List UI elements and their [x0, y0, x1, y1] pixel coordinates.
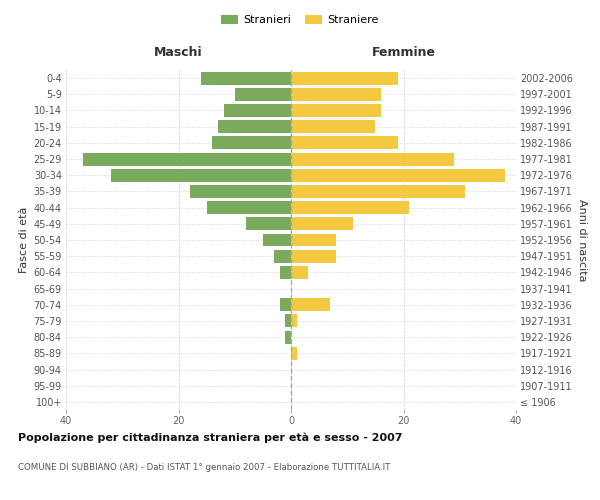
Bar [291, 72, 398, 85]
Bar [286, 314, 291, 328]
Bar [291, 266, 308, 279]
Bar [291, 234, 336, 246]
Bar [223, 104, 291, 117]
Bar [291, 88, 381, 101]
Y-axis label: Anni di nascita: Anni di nascita [577, 198, 587, 281]
Bar [280, 266, 291, 279]
Bar [291, 218, 353, 230]
Bar [263, 234, 291, 246]
Bar [291, 120, 376, 133]
Bar [291, 152, 454, 166]
Bar [246, 218, 291, 230]
Text: Maschi: Maschi [154, 46, 203, 59]
Bar [206, 201, 291, 214]
Bar [274, 250, 291, 262]
Bar [190, 185, 291, 198]
Text: Popolazione per cittadinanza straniera per età e sesso - 2007: Popolazione per cittadinanza straniera p… [18, 432, 403, 443]
Bar [291, 185, 466, 198]
Bar [291, 136, 398, 149]
Bar [212, 136, 291, 149]
Bar [291, 201, 409, 214]
Bar [291, 298, 331, 311]
Y-axis label: Fasce di età: Fasce di età [19, 207, 29, 273]
Bar [286, 330, 291, 344]
Text: Femmine: Femmine [371, 46, 436, 59]
Bar [291, 169, 505, 181]
Bar [291, 250, 336, 262]
Bar [111, 169, 291, 181]
Bar [291, 104, 381, 117]
Bar [201, 72, 291, 85]
Legend: Stranieri, Straniere: Stranieri, Straniere [217, 10, 383, 30]
Bar [235, 88, 291, 101]
Bar [291, 314, 296, 328]
Bar [280, 298, 291, 311]
Bar [291, 347, 296, 360]
Text: COMUNE DI SUBBIANO (AR) - Dati ISTAT 1° gennaio 2007 - Elaborazione TUTTITALIA.I: COMUNE DI SUBBIANO (AR) - Dati ISTAT 1° … [18, 462, 391, 471]
Bar [83, 152, 291, 166]
Bar [218, 120, 291, 133]
